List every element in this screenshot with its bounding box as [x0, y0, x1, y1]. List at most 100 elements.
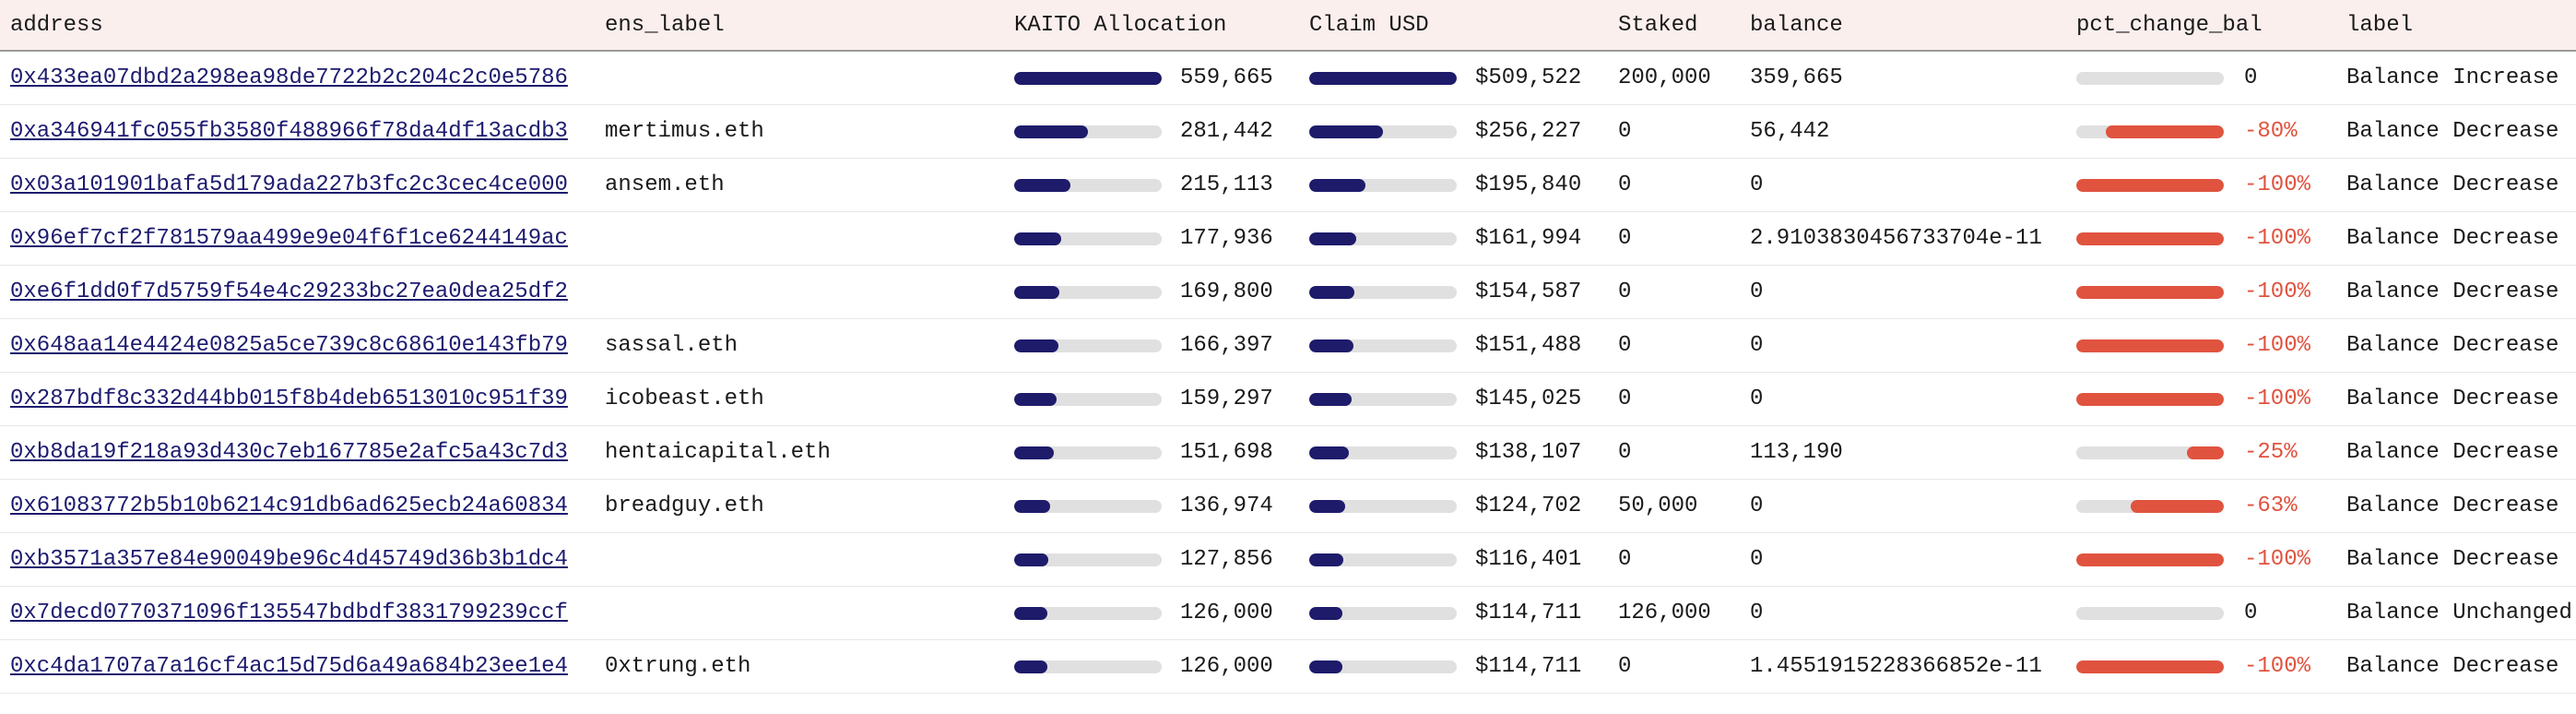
staked-value: 0	[1618, 387, 1632, 411]
address-link[interactable]: 0xa346941fc055fb3580f488966f78da4df13acd…	[10, 119, 568, 144]
bar-track	[1014, 446, 1162, 459]
address-link[interactable]: 0x7decd0770371096f135547bdbdf3831799239c…	[10, 601, 568, 625]
claim-value: $151,488	[1475, 333, 1582, 358]
allocation-value: 169,800	[1180, 280, 1273, 304]
claim-bar	[1309, 286, 1354, 299]
bar-track	[1309, 232, 1457, 245]
address-link[interactable]: 0xe6f1dd0f7d5759f54e4c29233bc27ea0dea25d…	[10, 280, 568, 304]
allocation-bar	[1014, 607, 1048, 620]
row-label: Balance Decrease	[2346, 280, 2559, 304]
table-row: 0x61083772b5b10b6214c91db6ad625ecb24a608…	[0, 480, 2576, 533]
allocation-value: 127,856	[1180, 547, 1273, 572]
ens-label: hentaicapital.eth	[605, 440, 831, 465]
balance-value: 0	[1750, 280, 1764, 304]
allocation-value: 151,698	[1180, 440, 1273, 465]
pct-bar	[2076, 179, 2224, 192]
allocation-bar	[1014, 393, 1057, 406]
pct-bar	[2076, 393, 2224, 406]
ens-label: 0xtrung.eth	[605, 654, 751, 679]
staked-value: 0	[1618, 173, 1632, 197]
bar-track	[1014, 125, 1162, 138]
claim-bar	[1309, 179, 1366, 192]
staked-value: 0	[1618, 226, 1632, 251]
bar-track	[1014, 339, 1162, 352]
bar-track	[2076, 72, 2224, 85]
claim-bar	[1309, 607, 1343, 620]
pct-bar	[2076, 660, 2224, 673]
bar-track	[1309, 339, 1457, 352]
claim-value: $509,522	[1475, 65, 1582, 90]
allocation-bar	[1014, 72, 1162, 85]
address-link[interactable]: 0x648aa14e4424e0825a5ce739c8c68610e143fb…	[10, 333, 568, 358]
bar-track	[1014, 393, 1162, 406]
row-label: Balance Decrease	[2346, 654, 2559, 679]
allocation-bar	[1014, 179, 1071, 192]
address-link[interactable]: 0x287bdf8c332d44bb015f8b4deb6513010c951f…	[10, 387, 568, 411]
address-link[interactable]: 0xb8da19f218a93d430c7eb167785e2afc5a43c7…	[10, 440, 568, 465]
allocation-value: 559,665	[1180, 65, 1273, 90]
table-row: 0xb3571a357e84e90049be96c4d45749d36b3b1d…	[0, 533, 2576, 587]
bar-track	[2076, 232, 2224, 245]
ens-label: ansem.eth	[605, 173, 725, 197]
table-row: 0xc4da1707a7a16cf4ac15d75d6a49a684b23ee1…	[0, 640, 2576, 694]
bar-track	[2076, 179, 2224, 192]
address-link[interactable]: 0xc4da1707a7a16cf4ac15d75d6a49a684b23ee1…	[10, 654, 568, 679]
bar-track	[2076, 607, 2224, 620]
bar-track	[2076, 660, 2224, 673]
pct-bar	[2076, 232, 2224, 245]
pct-value: -100%	[2244, 173, 2311, 197]
address-link[interactable]: 0x61083772b5b10b6214c91db6ad625ecb24a608…	[10, 494, 568, 518]
bar-track	[1309, 286, 1457, 299]
pct-value: -100%	[2244, 333, 2311, 358]
ens-label: breadguy.eth	[605, 494, 764, 518]
claim-value: $256,227	[1475, 119, 1582, 144]
pct-bar	[2076, 553, 2224, 566]
claim-bar	[1309, 72, 1457, 85]
row-label: Balance Unchanged	[2346, 601, 2572, 625]
pct-value: 0	[2244, 65, 2258, 90]
balance-value: 56,442	[1750, 119, 1830, 144]
balance-value: 0	[1750, 547, 1764, 572]
allocation-value: 126,000	[1180, 601, 1273, 625]
allocation-bar	[1014, 500, 1051, 513]
row-label: Balance Increase	[2346, 65, 2559, 90]
pct-value: -100%	[2244, 654, 2311, 679]
row-label: Balance Decrease	[2346, 494, 2559, 518]
address-link[interactable]: 0x433ea07dbd2a298ea98de7722b2c204c2c0e57…	[10, 65, 568, 90]
staked-value: 126,000	[1618, 601, 1711, 625]
claim-bar	[1309, 660, 1343, 673]
pct-value: -100%	[2244, 226, 2311, 251]
ens-label: sassal.eth	[605, 333, 739, 358]
column-header: label	[2346, 12, 2414, 38]
claim-value: $145,025	[1475, 387, 1582, 411]
claim-value: $154,587	[1475, 280, 1582, 304]
allocation-value: 281,442	[1180, 119, 1273, 144]
bar-track	[2076, 553, 2224, 566]
row-label: Balance Decrease	[2346, 226, 2559, 251]
table-row: 0xa346941fc055fb3580f488966f78da4df13acd…	[0, 105, 2576, 159]
claim-value: $114,711	[1475, 601, 1582, 625]
staked-value: 0	[1618, 333, 1632, 358]
bar-track	[1309, 393, 1457, 406]
column-header: Claim USD	[1309, 12, 1429, 38]
bar-track	[1309, 179, 1457, 192]
table-row: 0x03a101901bafa5d179ada227b3fc2c3cec4ce0…	[0, 159, 2576, 212]
bar-track	[1014, 500, 1162, 513]
balance-value: 0	[1750, 333, 1764, 358]
staked-value: 0	[1618, 440, 1632, 465]
table-row: 0x648aa14e4424e0825a5ce739c8c68610e143fb…	[0, 319, 2576, 373]
claim-bar	[1309, 446, 1350, 459]
bar-track	[1014, 607, 1162, 620]
address-link[interactable]: 0xb3571a357e84e90049be96c4d45749d36b3b1d…	[10, 547, 568, 572]
bar-track	[2076, 500, 2224, 513]
bar-track	[1309, 553, 1457, 566]
address-link[interactable]: 0x96ef7cf2f781579aa499e9e04f6f1ce6244149…	[10, 226, 568, 251]
claim-bar	[1309, 232, 1356, 245]
column-header: pct_change_bal	[2076, 12, 2263, 38]
ens-label: icobeast.eth	[605, 387, 764, 411]
bar-track	[1309, 660, 1457, 673]
pct-value: -100%	[2244, 280, 2311, 304]
address-link[interactable]: 0x03a101901bafa5d179ada227b3fc2c3cec4ce0…	[10, 173, 568, 197]
allocation-value: 215,113	[1180, 173, 1273, 197]
column-header: ens_label	[605, 12, 725, 38]
